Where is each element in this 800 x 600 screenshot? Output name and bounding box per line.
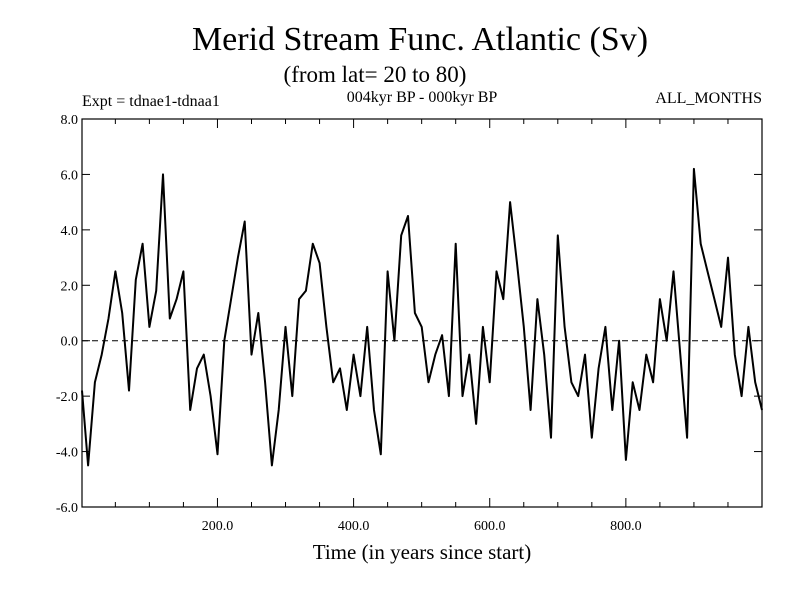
plot-frame bbox=[82, 119, 762, 507]
series-line bbox=[82, 169, 762, 466]
x-tick-label: 800.0 bbox=[610, 519, 642, 534]
header-center-period: 004kyr BP - 000kyr BP bbox=[347, 89, 498, 106]
y-tick-label: 2.0 bbox=[61, 279, 79, 294]
y-axis-ticks: -6.0 -4.0 -2.0 0.0 2.0 4.0 6.0 8.0 bbox=[56, 113, 762, 516]
y-tick-label: 6.0 bbox=[61, 168, 79, 183]
x-tick-label: 200.0 bbox=[202, 519, 234, 534]
y-tick-label: 4.0 bbox=[61, 224, 79, 239]
y-tick-label: 8.0 bbox=[61, 113, 79, 128]
x-axis-label: Time (in years since start) bbox=[313, 540, 532, 564]
chart-title: Merid Stream Func. Atlantic (Sv) bbox=[192, 21, 648, 58]
x-tick-label: 400.0 bbox=[338, 519, 370, 534]
y-tick-label: -4.0 bbox=[56, 446, 78, 461]
header-right-months: ALL_MONTHS bbox=[655, 90, 762, 107]
x-axis-ticks: 200.0 400.0 600.0 800.0 bbox=[202, 519, 642, 534]
chart-subtitle: (from lat= 20 to 80) bbox=[284, 62, 467, 87]
y-tick-label: -6.0 bbox=[56, 501, 78, 516]
x-tick-label: 600.0 bbox=[474, 519, 506, 534]
x-minor-ticks bbox=[115, 119, 728, 507]
y-tick-label: -2.0 bbox=[56, 390, 78, 405]
y-tick-label: 0.0 bbox=[61, 335, 79, 350]
header-left-experiment: Expt = tdnae1-tdnaa1 bbox=[82, 93, 220, 110]
